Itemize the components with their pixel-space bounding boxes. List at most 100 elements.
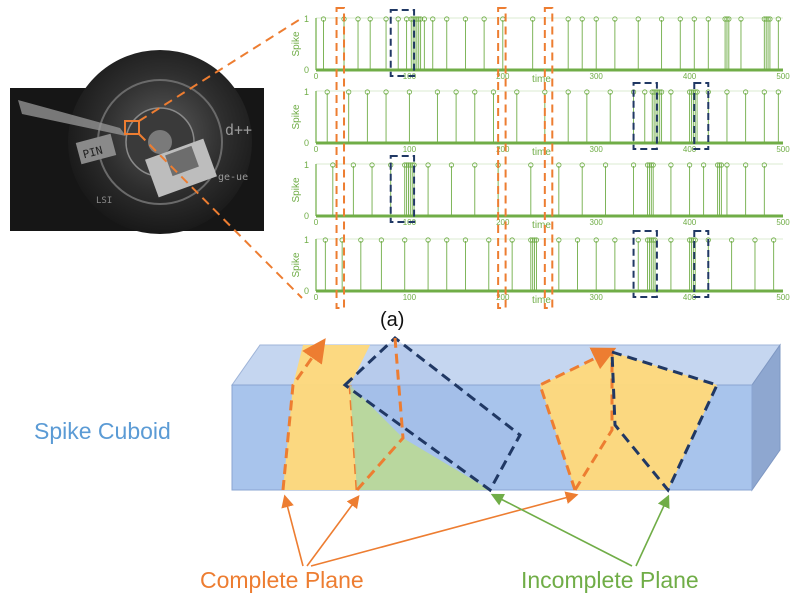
spike-marker <box>565 16 571 22</box>
spike-marker <box>530 237 536 243</box>
spike-marker <box>414 16 420 22</box>
spike-marker <box>358 237 364 243</box>
x-tick-label: 500 <box>776 293 790 302</box>
y-tick-label: 0 <box>304 286 309 296</box>
x-tick-label: 500 <box>776 218 790 227</box>
y-axis-label: Spike <box>291 177 302 202</box>
x-tick-label: 300 <box>590 218 604 227</box>
spike-marker <box>402 162 408 168</box>
spike-marker <box>648 237 654 243</box>
x-tick-label: 400 <box>683 145 697 154</box>
spike-marker <box>453 89 459 95</box>
complete-plane-2-edge-mid <box>573 352 614 491</box>
spike-marker <box>729 237 735 243</box>
x-tick-label: 100 <box>403 293 417 302</box>
spike-marker <box>509 237 515 243</box>
x-axis-label: time <box>532 147 551 158</box>
x-tick-label: 200 <box>496 218 510 227</box>
spike-marker <box>364 89 370 95</box>
spike-marker <box>574 237 581 243</box>
y-axis-label: Spike <box>291 104 302 129</box>
y-axis-label: Spike <box>291 252 302 277</box>
planes <box>281 336 720 493</box>
spike-marker <box>462 237 469 243</box>
spike-marker <box>350 162 356 168</box>
spike-marker <box>579 16 585 22</box>
spike-marker <box>407 162 413 168</box>
arrow-incomplete-1 <box>490 493 633 567</box>
spike-marker <box>528 237 534 243</box>
spike-marker <box>686 237 693 243</box>
spike-marker <box>528 162 534 168</box>
spike-marker <box>649 89 655 95</box>
spike-marker <box>444 237 450 243</box>
spike-marker <box>701 162 707 168</box>
y-tick-label: 1 <box>304 160 309 170</box>
spike-marker <box>346 89 352 95</box>
spike-marker <box>668 237 674 243</box>
spike-marker <box>472 89 478 95</box>
spike-marker <box>726 16 732 22</box>
x-axis-label: time <box>532 295 551 306</box>
blue-highlight-box <box>632 230 658 298</box>
photo-label-0: PIN <box>81 144 104 162</box>
spike-marker <box>607 89 613 95</box>
spike-marker <box>434 89 441 95</box>
arrow-incomplete-2 <box>635 494 670 567</box>
zoom-region-box <box>124 120 140 135</box>
spike-marker <box>658 16 665 22</box>
spike-marker <box>514 89 520 95</box>
blue-highlight-box <box>389 9 416 77</box>
x-tick-label: 300 <box>590 293 604 302</box>
spike-marker <box>355 16 361 22</box>
spike-marker <box>691 16 697 22</box>
orange-highlight-band <box>497 7 507 309</box>
spike-marker <box>395 16 401 22</box>
complete-plane-label: Complete Plane <box>200 567 364 593</box>
x-axis-label: time <box>532 220 551 231</box>
photo-label-3: LSI <box>96 196 112 206</box>
x-tick-label: 500 <box>776 72 790 81</box>
annotation-arrows <box>281 491 670 567</box>
spike-marker <box>718 162 724 168</box>
x-tick-label: 200 <box>496 145 510 154</box>
spike-marker <box>448 162 455 168</box>
spike-marker <box>409 162 415 168</box>
spike-marker <box>724 162 730 168</box>
spike-marker <box>602 162 609 168</box>
spike-marker <box>403 162 410 168</box>
x-tick-label: 300 <box>590 72 604 81</box>
y-tick-label: 0 <box>304 65 309 75</box>
spike-marker <box>642 89 648 95</box>
x-tick-label: 0 <box>314 72 319 81</box>
x-tick-label: 500 <box>776 145 790 154</box>
x-tick-label: 300 <box>590 145 604 154</box>
spike-marker <box>644 237 651 243</box>
y-tick-label: 1 <box>304 235 309 245</box>
spike-marker <box>481 16 487 22</box>
spike-marker <box>533 237 540 243</box>
x-tick-label: 0 <box>314 218 319 227</box>
spike-marker <box>320 16 327 22</box>
spike-marker <box>686 162 693 168</box>
spike-marker <box>688 89 695 95</box>
x-axis-label: time <box>532 74 551 85</box>
complete-plane-2 <box>540 352 717 490</box>
x-tick-label: 200 <box>496 293 510 302</box>
spike-marker <box>677 16 683 22</box>
spike-marker <box>771 237 777 243</box>
cuboid-label: Spike Cuboid <box>34 418 171 444</box>
spike-marker <box>322 237 328 243</box>
spike-marker <box>716 162 723 168</box>
spike-marker <box>650 162 656 168</box>
spike-marker <box>763 16 769 22</box>
incomplete-plane <box>350 385 490 490</box>
spike-marker <box>408 16 414 22</box>
x-tick-label: 0 <box>314 145 319 154</box>
spike-marker <box>405 162 412 168</box>
blue-highlight-box <box>693 82 710 150</box>
spike-marker <box>324 89 330 95</box>
spike-marker <box>635 16 641 22</box>
